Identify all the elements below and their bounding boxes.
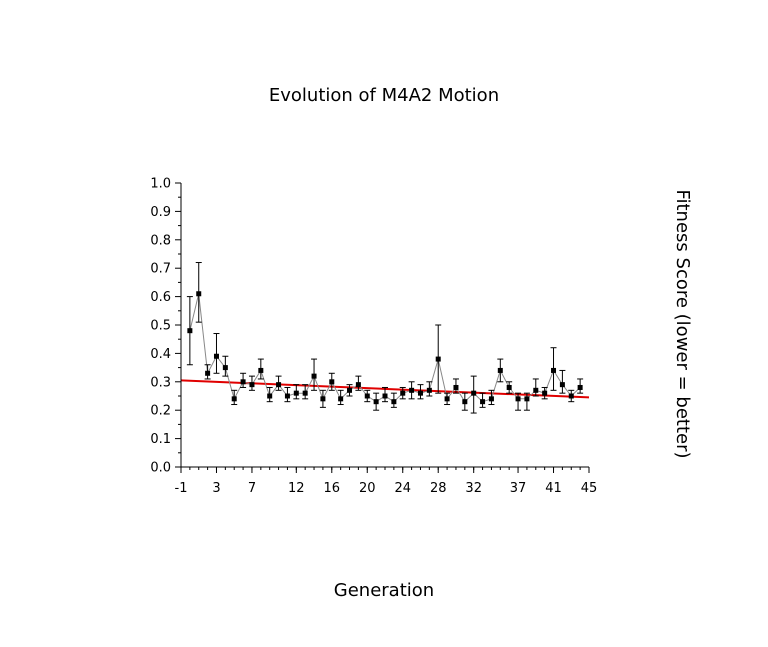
data-point <box>240 379 246 385</box>
y-tick-label: 0.4 <box>150 347 171 362</box>
data-point <box>391 399 397 405</box>
data-point <box>320 396 326 402</box>
series-line-layer <box>189 293 581 403</box>
data-point <box>462 399 468 405</box>
data-point <box>293 390 299 396</box>
data-point <box>267 393 273 399</box>
plot-area <box>180 262 590 414</box>
data-point <box>347 387 353 393</box>
x-tick-label: 37 <box>510 481 527 496</box>
error-bar-layer <box>186 262 584 414</box>
y-tick-label: 0.6 <box>150 290 171 305</box>
y-tick-label: 0.1 <box>150 432 171 447</box>
y-tick-label: 0.2 <box>150 404 171 419</box>
data-point <box>497 367 503 373</box>
x-tick-label: 12 <box>288 481 305 496</box>
data-point <box>338 396 344 402</box>
data-point <box>364 393 370 399</box>
data-point <box>488 396 494 402</box>
data-point <box>302 390 308 396</box>
x-tick-label: -1 <box>175 481 188 496</box>
data-point <box>515 396 521 402</box>
y-tick-label: 0.7 <box>150 262 171 277</box>
data-point <box>409 387 415 393</box>
data-point <box>213 353 219 359</box>
data-point <box>355 382 361 388</box>
data-point <box>533 387 539 393</box>
data-point <box>471 390 477 396</box>
data-point <box>222 365 228 371</box>
x-tick-label: 16 <box>324 481 341 496</box>
data-point <box>480 399 486 405</box>
x-tick-label: 32 <box>465 481 482 496</box>
series-line <box>189 293 581 403</box>
data-point <box>577 384 583 390</box>
data-point <box>373 399 379 405</box>
data-point <box>435 356 441 362</box>
y-axis-label: Fitness Score (lower = better) <box>672 189 693 458</box>
data-point <box>417 390 423 396</box>
x-tick-label: 45 <box>581 481 598 496</box>
data-point <box>382 393 388 399</box>
x-tick-label: 7 <box>248 481 256 496</box>
y-tick-label: 0.9 <box>150 205 171 220</box>
y-tick-label: 0.8 <box>150 233 171 248</box>
data-point <box>276 382 282 388</box>
data-point <box>329 379 335 385</box>
data-point <box>187 328 193 334</box>
x-tick-label: 20 <box>359 481 376 496</box>
x-tick-label: 28 <box>430 481 447 496</box>
data-point <box>311 373 317 379</box>
x-tick-label: 41 <box>545 481 562 496</box>
data-point <box>568 393 574 399</box>
data-point <box>506 384 512 390</box>
data-point <box>231 396 237 402</box>
data-point <box>444 396 450 402</box>
data-point <box>196 291 202 297</box>
y-tick-label: 1.0 <box>150 177 171 192</box>
x-tick-label: 24 <box>394 481 411 496</box>
y-tick-label: 0.3 <box>150 375 171 390</box>
data-point <box>453 384 459 390</box>
x-tick-label: 3 <box>212 481 220 496</box>
data-point <box>524 396 530 402</box>
chart-title: Evolution of M4A2 Motion <box>269 85 499 106</box>
marker-layer <box>187 291 583 405</box>
x-axis-label: Generation <box>334 580 434 601</box>
data-point <box>400 390 406 396</box>
y-axis: 0.0 0.1 0.2 0.3 0.4 0.5 0.6 0.7 0.8 0.9 1.0 <box>150 177 182 476</box>
data-point <box>551 367 557 373</box>
x-axis: -1 3 7 12 16 20 24 28 32 37 41 45 <box>175 466 598 496</box>
y-tick-label: 0.5 <box>150 319 171 334</box>
data-point <box>559 382 565 388</box>
data-point <box>205 370 211 376</box>
data-point <box>284 393 290 399</box>
data-point <box>258 367 264 373</box>
data-point <box>249 382 255 388</box>
data-point <box>426 387 432 393</box>
y-tick-label: 0.0 <box>150 461 171 476</box>
data-point <box>542 390 548 396</box>
